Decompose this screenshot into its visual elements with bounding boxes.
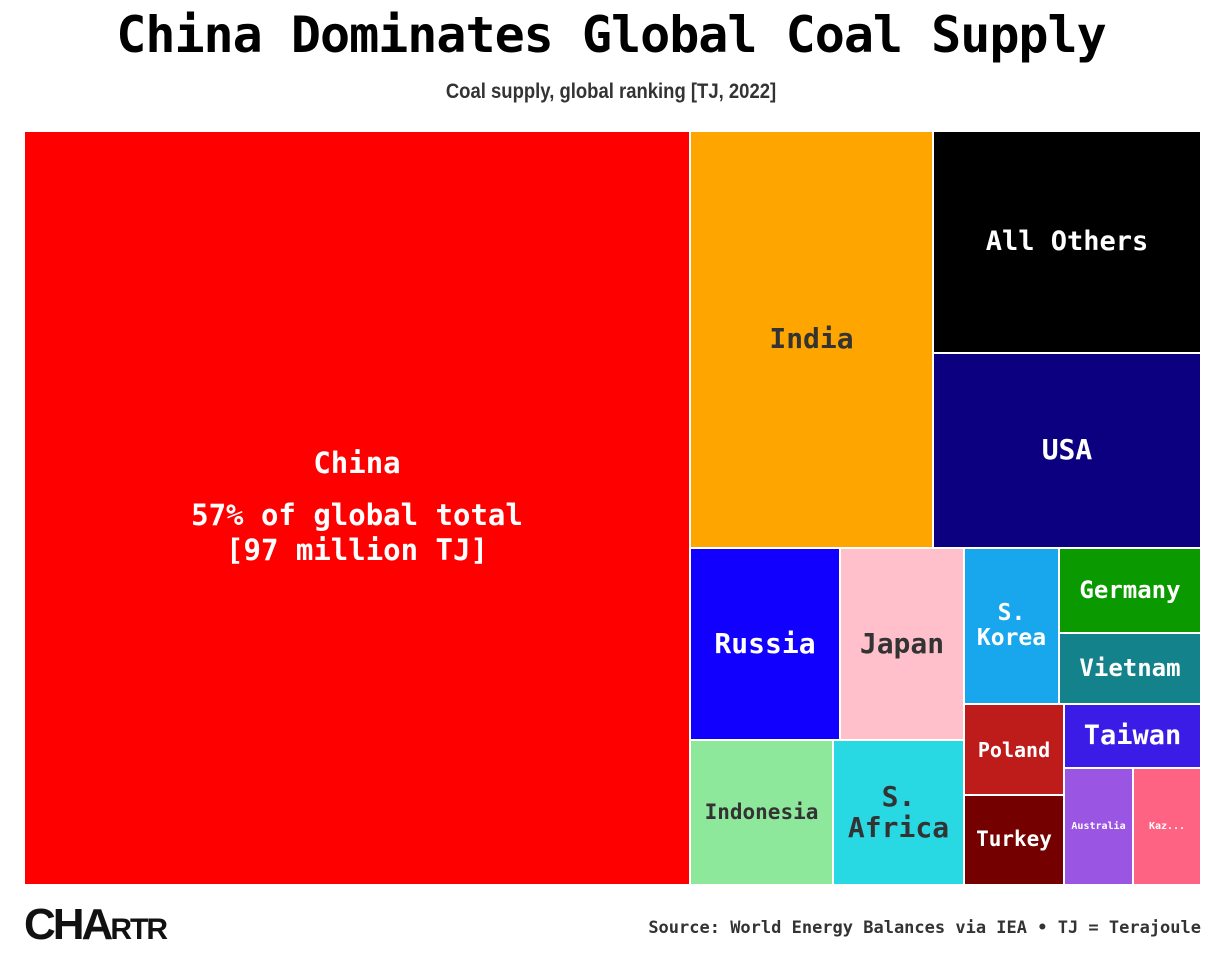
- tile-label: Russia: [714, 626, 816, 660]
- tile-usa: USA: [933, 353, 1201, 548]
- treemap: China 57% of global total [97 million TJ]…: [24, 131, 1201, 885]
- tile-label: Taiwan: [1083, 720, 1182, 752]
- chart-title: China Dominates Global Coal Supply: [116, 6, 1107, 64]
- tile-label: All Others: [985, 226, 1149, 258]
- chartr-logo: CHARTR: [24, 900, 168, 949]
- tile-label: S. Africa: [847, 779, 950, 844]
- tile-russia: Russia: [690, 548, 840, 740]
- chart-subtitle: Coal supply, global ranking [TJ, 2022]: [445, 80, 777, 103]
- tile-india: India: [690, 131, 933, 548]
- tile-label: S. Korea: [976, 599, 1047, 651]
- tile-label: India: [769, 322, 854, 356]
- tile-japan: Japan: [840, 548, 964, 740]
- source-note: Source: World Energy Balances via IEA • …: [648, 918, 1201, 938]
- tile-label: Vietnam: [1079, 654, 1181, 683]
- tile-label: Germany: [1079, 576, 1181, 605]
- tile-kazakhstan: Kaz...: [1133, 768, 1201, 885]
- tile-poland: Poland: [964, 704, 1064, 795]
- tile-label: Kaz...: [1148, 821, 1186, 832]
- tile-label: Poland: [977, 737, 1051, 762]
- tile-vietnam: Vietnam: [1059, 633, 1201, 704]
- tile-label: Indonesia: [704, 799, 819, 824]
- tile-s-korea: S. Korea: [964, 548, 1059, 704]
- tile-s-africa: S. Africa: [833, 740, 964, 885]
- tile-all-others: All Others: [933, 131, 1201, 353]
- tile-turkey: Turkey: [964, 795, 1064, 885]
- tile-australia: Australia: [1064, 768, 1133, 885]
- tile-annotation: 57% of global total [97 million TJ]: [191, 498, 523, 567]
- tile-label: Turkey: [976, 827, 1052, 852]
- tile-taiwan: Taiwan: [1064, 704, 1201, 768]
- tile-china: China 57% of global total [97 million TJ]: [24, 131, 690, 885]
- tile-germany: Germany: [1059, 548, 1201, 633]
- tile-label: China: [313, 446, 401, 481]
- tile-label: Australia: [1071, 821, 1126, 832]
- tile-label: Japan: [859, 626, 945, 660]
- tile-label: USA: [1041, 433, 1093, 467]
- tile-indonesia: Indonesia: [690, 740, 833, 885]
